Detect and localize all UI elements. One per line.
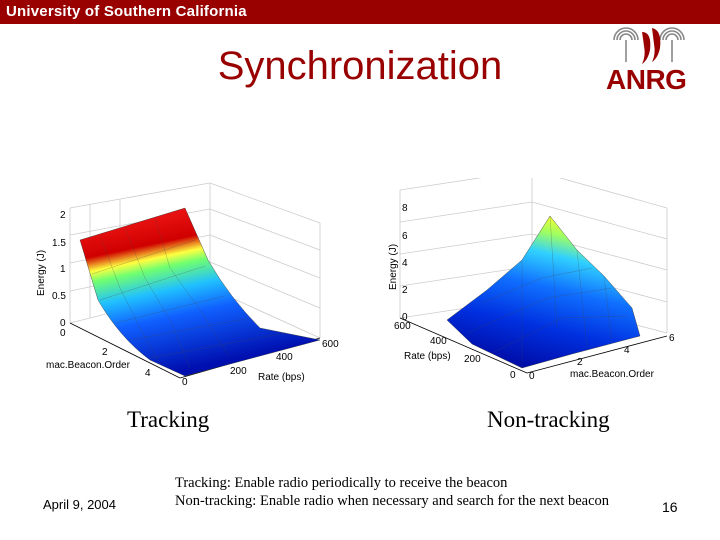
non-tracking-x-tick: 0 [529,371,535,382]
tracking-z-tick: 1.5 [52,238,66,249]
tracking-caption: Tracking [127,407,210,432]
non-tracking-x-tick: 4 [624,345,630,356]
tracking-note: Tracking: Enable radio periodically to r… [175,475,508,491]
page-number: 16 [662,499,678,515]
non-tracking-note: Non-tracking: Enable radio when necessar… [175,493,610,509]
tracking-x-label: mac.Beacon.Order [46,360,131,371]
non-tracking-z-tick: 0 [402,312,408,323]
tracking-z-tick: 0.5 [52,291,66,302]
tracking-x-tick: 4 [145,368,151,379]
non-tracking-caption: Non-tracking [487,407,610,432]
tracking-z-tick: 1 [60,264,66,275]
non-tracking-y-tick: 400 [430,336,447,347]
tracking-y-tick: 400 [276,352,293,363]
tracking-x-tick: 0 [60,328,66,339]
non-tracking-z-tick: 6 [402,231,408,242]
university-name: University of Southern California [6,3,247,20]
tracking-x-tick: 2 [102,347,108,358]
non-tracking-z-label: Energy (J) [388,244,399,290]
non-tracking-y-tick: 600 [394,321,411,332]
non-tracking-y-tick: 200 [464,354,481,365]
logo-text: ANRG [606,64,687,95]
tracking-plot: 2 1.5 1 0.5 0 Energy (J) 0 2 4 mac.Beaco… [30,178,360,393]
anrg-logo: ANRG [600,26,696,96]
slide-date: April 9, 2004 [43,497,116,512]
tracking-z-label: Energy (J) [36,250,47,296]
slide-notes: Tracking: Enable radio periodically to r… [175,474,609,510]
non-tracking-plot: 8 6 4 2 0 Energy (J) 600 400 200 0 Rate … [372,178,692,383]
header-bar: University of Southern California [0,0,720,24]
non-tracking-x-label: mac.Beacon.Order [570,369,655,380]
tracking-z-tick: 0 [60,318,66,329]
tracking-y-label: Rate (bps) [258,372,305,383]
slide-title: Synchronization [217,44,503,88]
non-tracking-surface-chart: 8 6 4 2 0 Energy (J) 600 400 200 0 Rate … [388,178,675,382]
non-tracking-z-tick: 2 [402,285,408,296]
non-tracking-z-tick: 8 [402,203,408,214]
tracking-y-tick: 0 [182,377,188,388]
tracking-z-tick: 2 [60,210,66,221]
non-tracking-x-tick: 2 [577,357,583,368]
tracking-y-tick: 600 [322,339,339,350]
tracking-y-tick: 200 [230,366,247,377]
non-tracking-y-label: Rate (bps) [404,351,451,362]
non-tracking-y-tick: 0 [510,370,516,381]
non-tracking-z-tick: 4 [402,258,408,269]
non-tracking-x-tick: 6 [669,333,675,344]
antenna-logo-icon [613,27,685,64]
tracking-surface-chart: 2 1.5 1 0.5 0 Energy (J) 0 2 4 mac.Beaco… [36,182,339,388]
